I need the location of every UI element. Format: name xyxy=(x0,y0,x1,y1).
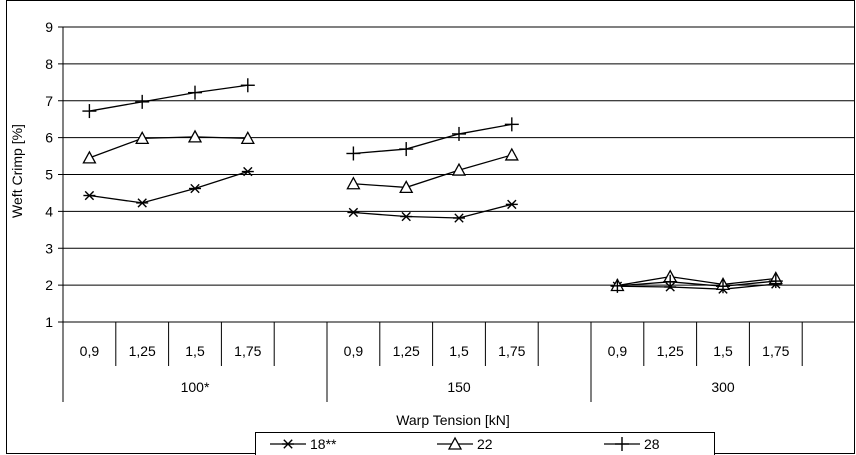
triangle-marker xyxy=(82,150,97,164)
plus-marker xyxy=(610,278,625,293)
plus-marker xyxy=(663,274,678,289)
asterisk-marker xyxy=(241,166,254,177)
asterisk-marker xyxy=(400,211,413,222)
x-category-label: 1,75 xyxy=(234,343,261,359)
chart-area-border xyxy=(6,0,855,454)
legend-label: 22 xyxy=(477,436,493,452)
plus-marker xyxy=(135,94,150,109)
y-tick-label: 9 xyxy=(45,19,53,35)
y-tick-label: 7 xyxy=(45,93,53,109)
asterisk-marker xyxy=(505,199,518,210)
y-tick-label: 8 xyxy=(45,56,53,72)
x-category-label: 1,25 xyxy=(657,343,684,359)
plus-marker xyxy=(716,279,730,294)
x-category-label: 0,9 xyxy=(344,343,364,359)
series-line-18** xyxy=(617,283,776,290)
plus-marker xyxy=(399,142,414,157)
plus-marker xyxy=(504,117,519,132)
x-group-label: 150 xyxy=(447,379,471,395)
plus-marker xyxy=(188,85,202,100)
y-tick-label: 6 xyxy=(45,130,53,146)
x-category-label: 0,9 xyxy=(80,343,100,359)
x-category-label: 1,75 xyxy=(498,343,525,359)
y-tick-label: 3 xyxy=(45,240,53,256)
x-category-label: 1,25 xyxy=(393,343,420,359)
series-line-22 xyxy=(89,136,248,159)
asterisk-marker xyxy=(347,207,360,218)
y-tick-label: 4 xyxy=(45,203,53,219)
plus-marker xyxy=(615,437,629,451)
x-group-label: 300 xyxy=(711,379,735,395)
y-tick-label: 5 xyxy=(45,167,53,183)
triangle-marker xyxy=(447,436,463,450)
series-line-28 xyxy=(617,280,776,287)
series-line-18** xyxy=(89,170,248,204)
x-category-label: 1,25 xyxy=(129,343,156,359)
y-axis-ticks: 1 2 3 4 5 6 7 8 9 xyxy=(45,19,63,330)
legend-label: 18** xyxy=(310,436,337,452)
asterisk-marker xyxy=(282,439,294,449)
legend: 18** 22 28 xyxy=(255,432,715,455)
y-tick-label: 1 xyxy=(45,314,53,330)
triangle-marker xyxy=(135,131,150,145)
x-axis-label: Warp Tension [kN] xyxy=(396,412,510,428)
x-axis-categories: 0,9 1,25 1,5 1,75 100* 0,9 1,25 1,5 1,75 150 0,9 1,… xyxy=(62,322,803,402)
y-tick-label: 2 xyxy=(45,277,53,293)
series-line-28 xyxy=(353,123,512,155)
series-line-22 xyxy=(353,154,512,189)
y-axis-label: Weft Crimp [%] xyxy=(9,124,25,218)
plus-marker xyxy=(240,78,255,93)
x-category-label: 1,75 xyxy=(762,343,789,359)
plus-marker xyxy=(452,126,466,141)
x-group-label: 100* xyxy=(181,379,210,395)
plus-marker xyxy=(346,146,361,161)
legend-box xyxy=(255,432,715,455)
legend-label: 28 xyxy=(644,436,660,452)
triangle-marker xyxy=(504,147,519,161)
plus-marker xyxy=(82,104,97,119)
x-category-label: 1,5 xyxy=(185,343,205,359)
asterisk-marker xyxy=(453,213,465,223)
triangle-marker xyxy=(451,162,467,176)
series-line-22 xyxy=(617,275,776,287)
series-layer xyxy=(82,78,783,294)
triangle-marker xyxy=(346,176,361,190)
asterisk-marker xyxy=(189,183,201,194)
x-category-label: 0,9 xyxy=(608,343,628,359)
plus-marker xyxy=(768,274,783,289)
x-category-label: 1,5 xyxy=(449,343,469,359)
triangle-marker xyxy=(399,180,414,194)
series-line-28 xyxy=(89,84,248,112)
x-category-label: 1,5 xyxy=(713,343,733,359)
triangle-marker xyxy=(240,131,255,145)
asterisk-marker xyxy=(83,190,96,201)
series-line-18** xyxy=(353,203,512,219)
triangle-marker xyxy=(187,129,203,143)
asterisk-marker xyxy=(136,198,149,208)
